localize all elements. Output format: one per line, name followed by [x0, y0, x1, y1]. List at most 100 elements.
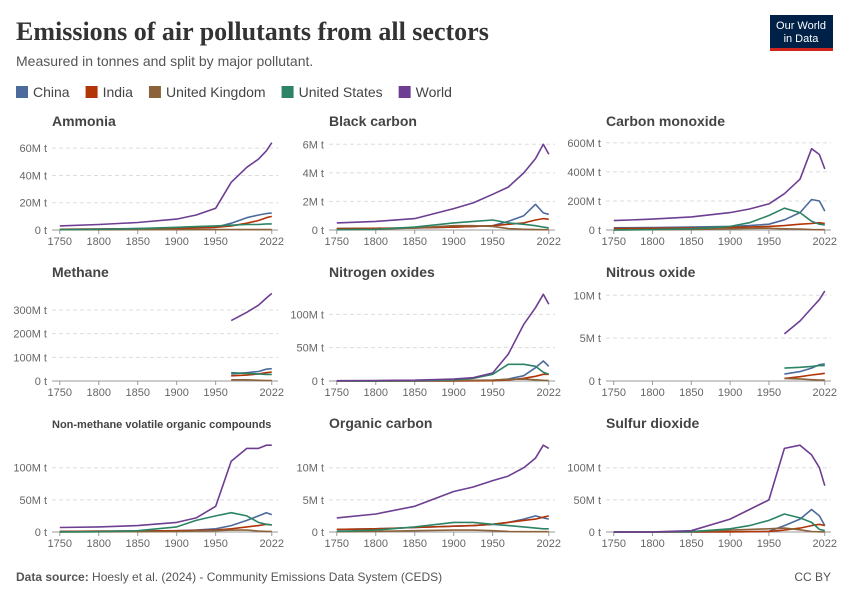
x-tick-label: 1800 — [640, 538, 664, 550]
x-tick-label: 1800 — [87, 538, 111, 550]
series-line — [784, 363, 825, 375]
x-tick-label: 1800 — [640, 387, 664, 399]
y-tick-label: 400M t — [567, 167, 601, 179]
panel-title: Sulfur dioxide — [606, 415, 700, 431]
x-tick-label: 1900 — [164, 236, 188, 248]
y-tick-label: 100M t — [567, 463, 601, 475]
x-tick-label: 2022 — [537, 538, 561, 550]
x-tick-label: 1900 — [718, 236, 742, 248]
series-line — [336, 529, 549, 533]
panel-title: Black carbon — [329, 113, 417, 129]
logo-text: in Data — [784, 33, 820, 45]
y-tick-label: 40M t — [19, 170, 47, 182]
y-tick-label: 300M t — [13, 305, 47, 317]
x-tick-label: 1750 — [602, 236, 626, 248]
series-line — [230, 292, 273, 322]
x-tick-label: 1850 — [679, 387, 703, 399]
y-tick-label: 0 t — [35, 225, 47, 237]
panel-title: Non-methane volatile organic compounds — [52, 419, 271, 431]
y-tick-label: 0 t — [589, 225, 601, 237]
x-tick-label: 1750 — [325, 387, 349, 399]
x-tick-label: 1950 — [757, 538, 781, 550]
y-tick-label: 10M t — [296, 463, 324, 475]
logo-bar — [770, 48, 833, 51]
legend-swatch — [281, 86, 294, 98]
y-tick-label: 200M t — [13, 329, 47, 341]
series-line — [783, 290, 826, 335]
panel-title: Organic carbon — [329, 415, 432, 431]
x-tick-label: 1850 — [125, 387, 149, 399]
x-tick-label: 2022 — [260, 387, 284, 399]
series-line — [59, 212, 272, 231]
y-tick-label: 100M t — [290, 309, 324, 321]
x-tick-label: 1850 — [679, 236, 703, 248]
series-line — [784, 372, 825, 380]
title: Emissions of air pollutants from all sec… — [16, 17, 489, 46]
logo-text: Our World — [776, 20, 826, 32]
y-tick-label: 200M t — [567, 196, 601, 208]
panel-title: Ammonia — [52, 113, 116, 129]
y-tick-label: 50M t — [296, 343, 324, 355]
series-line — [336, 515, 549, 531]
subtitle: Measured in tonnes and split by major po… — [16, 53, 313, 69]
x-tick-label: 1800 — [364, 236, 388, 248]
panel-title: Carbon monoxide — [606, 113, 725, 129]
x-tick-label: 1950 — [757, 236, 781, 248]
y-tick-label: 100M t — [13, 352, 47, 364]
x-tick-label: 1850 — [402, 387, 426, 399]
license: CC BY — [794, 570, 831, 584]
y-tick-label: 600M t — [567, 138, 601, 150]
series-line — [336, 293, 550, 382]
x-tick-label: 1750 — [602, 538, 626, 550]
series-line — [336, 143, 550, 224]
x-tick-label: 1900 — [441, 538, 465, 550]
legend-label: India — [103, 84, 134, 100]
source-text: Hoesly et al. (2024) - Community Emissio… — [92, 570, 442, 584]
x-tick-label: 1750 — [48, 387, 72, 399]
y-tick-label: 0 t — [312, 527, 324, 539]
panel-title: Nitrous oxide — [606, 264, 696, 280]
y-tick-label: 0 t — [312, 376, 324, 388]
series-line — [784, 377, 825, 381]
series-line — [613, 207, 825, 231]
y-tick-label: 20M t — [19, 198, 47, 210]
series-line — [613, 147, 826, 222]
legend-label: United States — [299, 84, 383, 100]
y-tick-label: 60M t — [19, 143, 47, 155]
y-tick-label: 50M t — [19, 495, 47, 507]
x-tick-label: 1950 — [480, 387, 504, 399]
y-tick-label: 10M t — [573, 290, 601, 302]
legend-swatch — [148, 86, 161, 98]
x-tick-label: 1900 — [164, 538, 188, 550]
series-line — [336, 444, 550, 519]
x-tick-label: 1900 — [441, 387, 465, 399]
x-tick-label: 1950 — [480, 236, 504, 248]
x-tick-label: 1750 — [325, 538, 349, 550]
x-tick-label: 1900 — [718, 387, 742, 399]
x-tick-label: 1800 — [364, 538, 388, 550]
x-tick-label: 1850 — [125, 538, 149, 550]
x-tick-label: 1850 — [679, 538, 703, 550]
x-tick-label: 1750 — [602, 387, 626, 399]
x-tick-label: 2022 — [537, 236, 561, 248]
series-line — [336, 203, 549, 230]
legend-swatch — [398, 86, 411, 98]
x-tick-label: 1800 — [640, 236, 664, 248]
y-tick-label: 0 t — [589, 527, 601, 539]
x-tick-label: 1800 — [87, 387, 111, 399]
series-line — [59, 511, 272, 533]
series-line — [613, 221, 825, 230]
x-tick-label: 1900 — [441, 236, 465, 248]
y-tick-label: 4M t — [303, 168, 324, 180]
x-tick-label: 1750 — [48, 538, 72, 550]
y-tick-label: 0 t — [35, 527, 47, 539]
x-tick-label: 1950 — [203, 538, 227, 550]
series-line — [336, 219, 549, 231]
y-tick-label: 0 t — [35, 376, 47, 388]
x-tick-label: 1850 — [125, 236, 149, 248]
series-line — [784, 364, 825, 369]
x-tick-label: 2022 — [813, 236, 837, 248]
x-tick-label: 1750 — [48, 236, 72, 248]
legend-label: China — [33, 84, 70, 100]
